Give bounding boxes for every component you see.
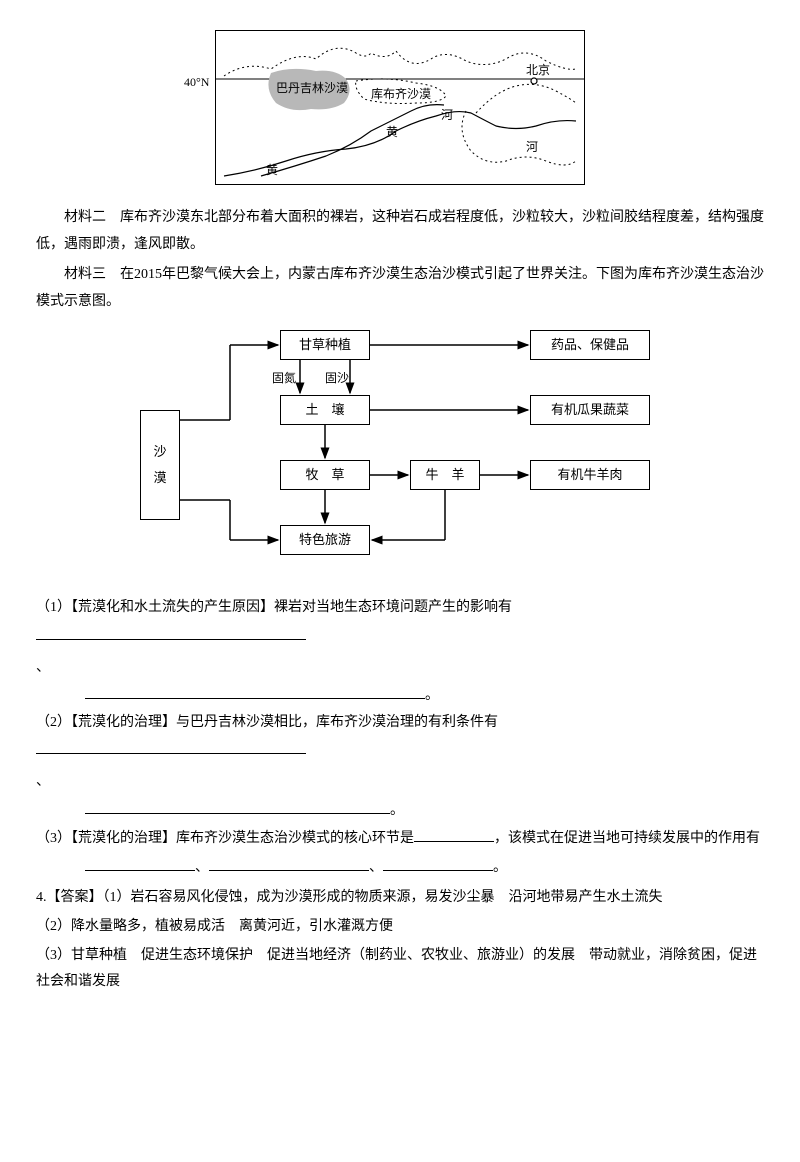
question-3: （3）【荒漠化的治理】库布齐沙漠生态治沙模式的核心环节是 ，该模式在促进当地可持续… <box>36 824 764 881</box>
q3-blank-a[interactable] <box>85 853 195 871</box>
flow-meat: 有机牛羊肉 <box>530 460 650 490</box>
q3-prefix: （3） <box>36 831 71 846</box>
q3-text2: ，该模式在促进当地可持续发展中的作用有 <box>494 831 760 846</box>
flow-medicine: 药品、保健品 <box>530 330 650 360</box>
q3-blank-b[interactable] <box>209 853 369 871</box>
flow-desert: 沙 漠 <box>140 410 180 520</box>
flow-cattle: 牛 羊 <box>410 460 480 490</box>
q3-text1: 库布齐沙漠生态治沙模式的核心环节是 <box>176 831 414 846</box>
q2-blank-2[interactable] <box>85 796 390 814</box>
answer-2: （2）降水量略多，植被易成活 离黄河近，引水灌溉方便 <box>36 914 764 941</box>
flow-veggie: 有机瓜果蔬菜 <box>530 395 650 425</box>
question-2: （2）【荒漠化的治理】与巴丹吉林沙漠相比，库布齐沙漠治理的有利条件有 <box>36 710 764 765</box>
q2-line2: 。 <box>36 796 764 825</box>
map-kubuqi-label: 库布齐沙漠 <box>371 83 431 106</box>
answer-1: （1）岩石容易风化侵蚀，成为沙漠形成的物质来源，易发沙尘暴 沿河地带易产生水土流… <box>103 890 663 905</box>
q1-period: 。 <box>425 688 439 703</box>
flow-tourism: 特色旅游 <box>280 525 370 555</box>
map-lat-label: 40°N <box>184 71 209 94</box>
material-2-text: 材料二 库布齐沙漠东北部分布着大面积的裸岩，这种岩石成岩程度低，沙粒较大，沙粒间… <box>36 205 764 258</box>
material-3-text: 材料三 在2015年巴黎气候大会上，内蒙古库布齐沙漠生态治沙模式引起了世界关注。… <box>36 262 764 315</box>
q1-line2: 。 <box>36 681 764 710</box>
q2-text: 与巴丹吉林沙漠相比，库布齐沙漠治理的有利条件有 <box>176 715 498 730</box>
q1-text: 裸岩对当地生态环境问题产生的影响有 <box>274 600 512 615</box>
flowchart-arrows <box>140 330 660 575</box>
q3-blank-c[interactable] <box>383 853 493 871</box>
q3-blank-core[interactable] <box>414 824 494 842</box>
q2-blank-1[interactable] <box>36 736 306 754</box>
geography-map: 40°N 巴丹吉林沙漠 库布齐沙漠 北京 黄 河 黄 河 <box>215 30 585 185</box>
flow-grass: 牧 草 <box>280 460 370 490</box>
q1-tag: 【荒漠化和水土流失的产生原因】 <box>71 600 274 615</box>
q3-sep1: 、 <box>195 860 209 875</box>
map-he1-label: 河 <box>441 104 453 127</box>
map-he2-label: 河 <box>526 136 538 159</box>
q3-period: 。 <box>493 860 507 875</box>
q3-tag: 【荒漠化的治理】 <box>71 831 176 846</box>
flow-gusha-label: 固沙 <box>325 367 349 390</box>
q2-dunhao: 、 <box>36 769 764 796</box>
q1-blank-2[interactable] <box>85 681 425 699</box>
q1-prefix: （1） <box>36 600 71 615</box>
map-badan-label: 巴丹吉林沙漠 <box>276 77 348 100</box>
map-huang1-label: 黄 <box>386 121 398 144</box>
q3-sep2: 、 <box>369 860 383 875</box>
flow-soil: 土 壤 <box>280 395 370 425</box>
q1-blank-1[interactable] <box>36 622 306 640</box>
answer-3: （3）甘草种植 促进生态环境保护 促进当地经济（制药业、农牧业、旅游业）的发展 … <box>36 943 764 996</box>
question-1: （1）【荒漠化和水土流失的产生原因】裸岩对当地生态环境问题产生的影响有 <box>36 595 764 650</box>
q2-prefix: （2） <box>36 715 71 730</box>
q2-tag: 【荒漠化的治理】 <box>71 715 176 730</box>
q1-dunhao: 、 <box>36 655 764 682</box>
q2-period: 。 <box>390 803 404 818</box>
map-huang2-label: 黄 <box>266 159 278 182</box>
answer-header: 4.【答案】 <box>36 890 103 905</box>
flowchart-diagram: 沙 漠 甘草种植 土 壤 牧 草 特色旅游 牛 羊 药品、保健品 有机瓜果蔬菜 … <box>140 330 660 575</box>
flow-gancao: 甘草种植 <box>280 330 370 360</box>
answer-block: 4.【答案】（1）岩石容易风化侵蚀，成为沙漠形成的物质来源，易发沙尘暴 沿河地带… <box>36 885 764 912</box>
map-beijing-label: 北京 <box>526 59 550 82</box>
flow-gun-label: 固氮 <box>272 367 296 390</box>
